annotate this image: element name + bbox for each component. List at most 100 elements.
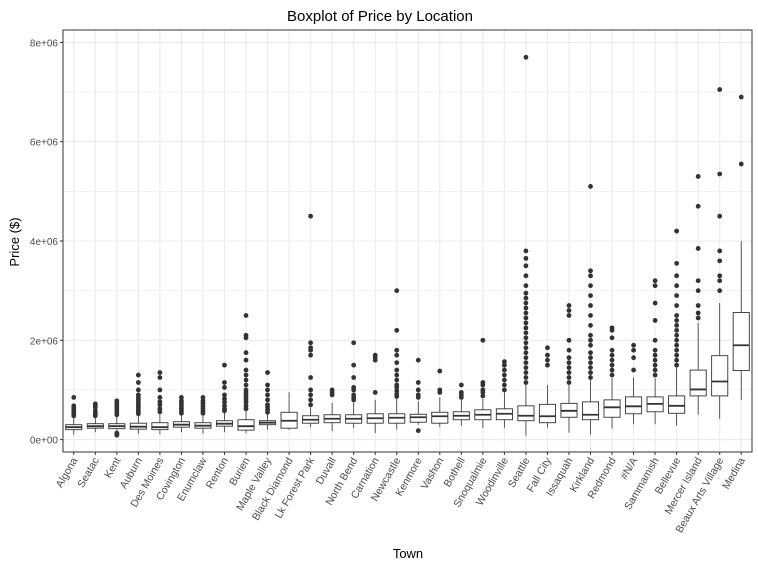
outlier-point bbox=[308, 402, 314, 408]
outlier-point bbox=[588, 370, 593, 375]
outlier-point bbox=[674, 318, 680, 323]
outlier-point bbox=[480, 380, 486, 385]
outlier-point bbox=[157, 394, 163, 400]
x-axis-label: Town bbox=[393, 546, 423, 561]
iqr-box bbox=[603, 399, 621, 418]
iqr-box bbox=[581, 401, 600, 421]
box-black-diamond bbox=[280, 392, 298, 430]
outlier-point bbox=[652, 337, 658, 343]
outlier-point bbox=[501, 382, 507, 388]
outlier-point bbox=[652, 347, 658, 353]
outlier-point bbox=[588, 268, 593, 274]
outlier-point bbox=[415, 428, 421, 434]
outlier-point bbox=[394, 382, 400, 388]
outlier-point bbox=[523, 325, 529, 331]
box-medina bbox=[732, 94, 750, 400]
outlier-point bbox=[523, 263, 529, 269]
boxes bbox=[65, 54, 750, 438]
outlier-point bbox=[523, 330, 529, 336]
outlier-point bbox=[372, 390, 378, 395]
outlier-point bbox=[308, 392, 314, 398]
outlier-point bbox=[415, 380, 421, 385]
outlier-point bbox=[308, 345, 314, 351]
outlier-point bbox=[265, 397, 270, 403]
box-fall-city bbox=[538, 345, 556, 428]
box-bothell bbox=[452, 382, 470, 426]
outlier-point bbox=[545, 345, 550, 351]
outlier-point bbox=[523, 350, 529, 356]
outlier-point bbox=[695, 174, 701, 179]
outlier-point bbox=[588, 360, 593, 366]
grid-lines bbox=[63, 30, 752, 452]
outlier-point bbox=[674, 362, 680, 368]
outlier-point bbox=[609, 347, 615, 353]
iqr-box bbox=[409, 413, 427, 423]
box--n-a bbox=[625, 342, 643, 425]
outlier-point bbox=[222, 396, 227, 402]
box-maple-valley bbox=[259, 370, 277, 430]
outlier-point bbox=[566, 360, 572, 366]
outlier-point bbox=[243, 382, 249, 388]
outlier-point bbox=[114, 398, 120, 404]
outlier-point bbox=[738, 94, 744, 100]
box-north-bend bbox=[345, 340, 363, 429]
outlier-point bbox=[588, 355, 593, 361]
outlier-point bbox=[523, 345, 529, 351]
outlier-point bbox=[265, 402, 270, 408]
outlier-point bbox=[135, 380, 141, 385]
outlier-point bbox=[674, 228, 680, 234]
outlier-point bbox=[523, 335, 529, 341]
box-woodinville bbox=[495, 359, 513, 428]
y-tick-label: 4e+06 bbox=[30, 237, 59, 248]
chart-title: Boxplot of Price by Location bbox=[287, 8, 473, 25]
outlier-point bbox=[222, 403, 227, 409]
outlier-point bbox=[415, 387, 421, 393]
outlier-point bbox=[566, 375, 572, 380]
outlier-point bbox=[566, 355, 572, 361]
y-tick-label: 8e+06 bbox=[30, 38, 59, 49]
box-bellevue bbox=[668, 228, 686, 426]
x-tick-label: #N/A bbox=[618, 456, 640, 482]
outlier-point bbox=[674, 332, 680, 338]
outlier-point bbox=[265, 392, 270, 398]
outlier-point bbox=[588, 337, 593, 343]
outlier-point bbox=[394, 377, 400, 383]
outlier-point bbox=[523, 273, 529, 279]
outlier-point bbox=[243, 357, 249, 363]
outlier-point bbox=[157, 406, 163, 412]
outlier-point bbox=[588, 283, 593, 289]
outlier-point bbox=[523, 360, 529, 366]
outlier-point bbox=[243, 372, 249, 378]
outlier-point bbox=[674, 357, 680, 363]
iqr-box bbox=[668, 395, 686, 414]
outlier-point bbox=[265, 370, 270, 375]
box-kent bbox=[108, 398, 126, 438]
outlier-point bbox=[545, 357, 550, 363]
outlier-point bbox=[695, 310, 701, 316]
outlier-point bbox=[243, 387, 249, 393]
outlier-point bbox=[717, 171, 723, 177]
y-tick-label: 6e+06 bbox=[30, 138, 59, 149]
outlier-point bbox=[717, 278, 723, 284]
outlier-point bbox=[652, 362, 658, 368]
outlier-point bbox=[501, 367, 507, 373]
outlier-point bbox=[588, 183, 593, 189]
outlier-point bbox=[308, 213, 314, 219]
outlier-point bbox=[222, 399, 227, 405]
outlier-point bbox=[566, 370, 572, 375]
outlier-point bbox=[523, 248, 529, 254]
outlier-point bbox=[588, 293, 593, 299]
x-tick-label: Kent bbox=[102, 455, 123, 480]
outlier-point bbox=[351, 362, 357, 368]
outlier-point bbox=[695, 303, 701, 308]
outlier-point bbox=[588, 323, 593, 328]
outlier-point bbox=[523, 355, 529, 361]
outlier-point bbox=[523, 283, 529, 289]
outlier-point bbox=[652, 367, 658, 373]
outlier-point bbox=[609, 372, 615, 378]
outlier-point bbox=[695, 246, 701, 251]
outlier-point bbox=[674, 313, 680, 318]
outlier-point bbox=[222, 362, 227, 368]
outlier-point bbox=[588, 375, 593, 380]
outlier-point bbox=[243, 403, 249, 409]
